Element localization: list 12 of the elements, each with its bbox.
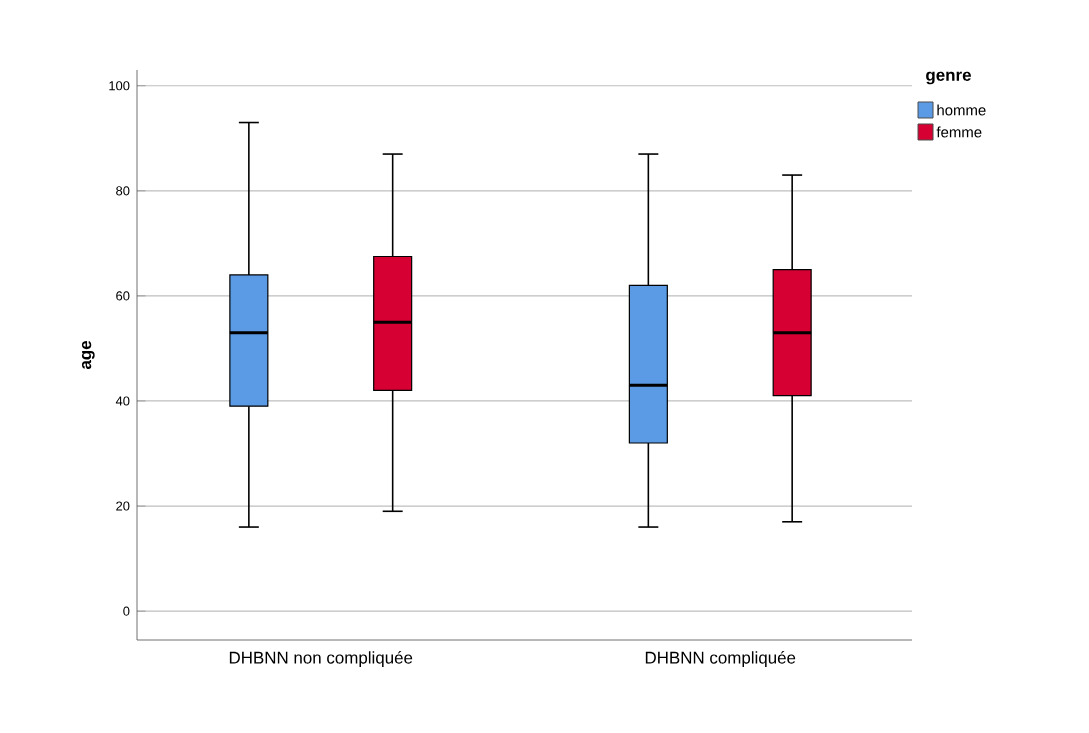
y-tick-label: 80 xyxy=(116,186,130,196)
y-tick-label: 100 xyxy=(109,81,130,91)
legend-label: femme xyxy=(936,126,982,138)
y-tick-label: 0 xyxy=(123,606,130,616)
y-tick-label: 40 xyxy=(115,396,130,406)
legend-label: homme xyxy=(937,104,986,116)
x-tick-label: DHBNN non compliquée xyxy=(229,651,413,668)
y-tick-label: 60 xyxy=(116,291,130,301)
legend-title: genre xyxy=(926,71,971,85)
x-tick-label: DHBNN compliquée xyxy=(645,651,796,668)
y-tick-label: 20 xyxy=(116,501,130,511)
y-axis-title: age xyxy=(81,340,95,370)
